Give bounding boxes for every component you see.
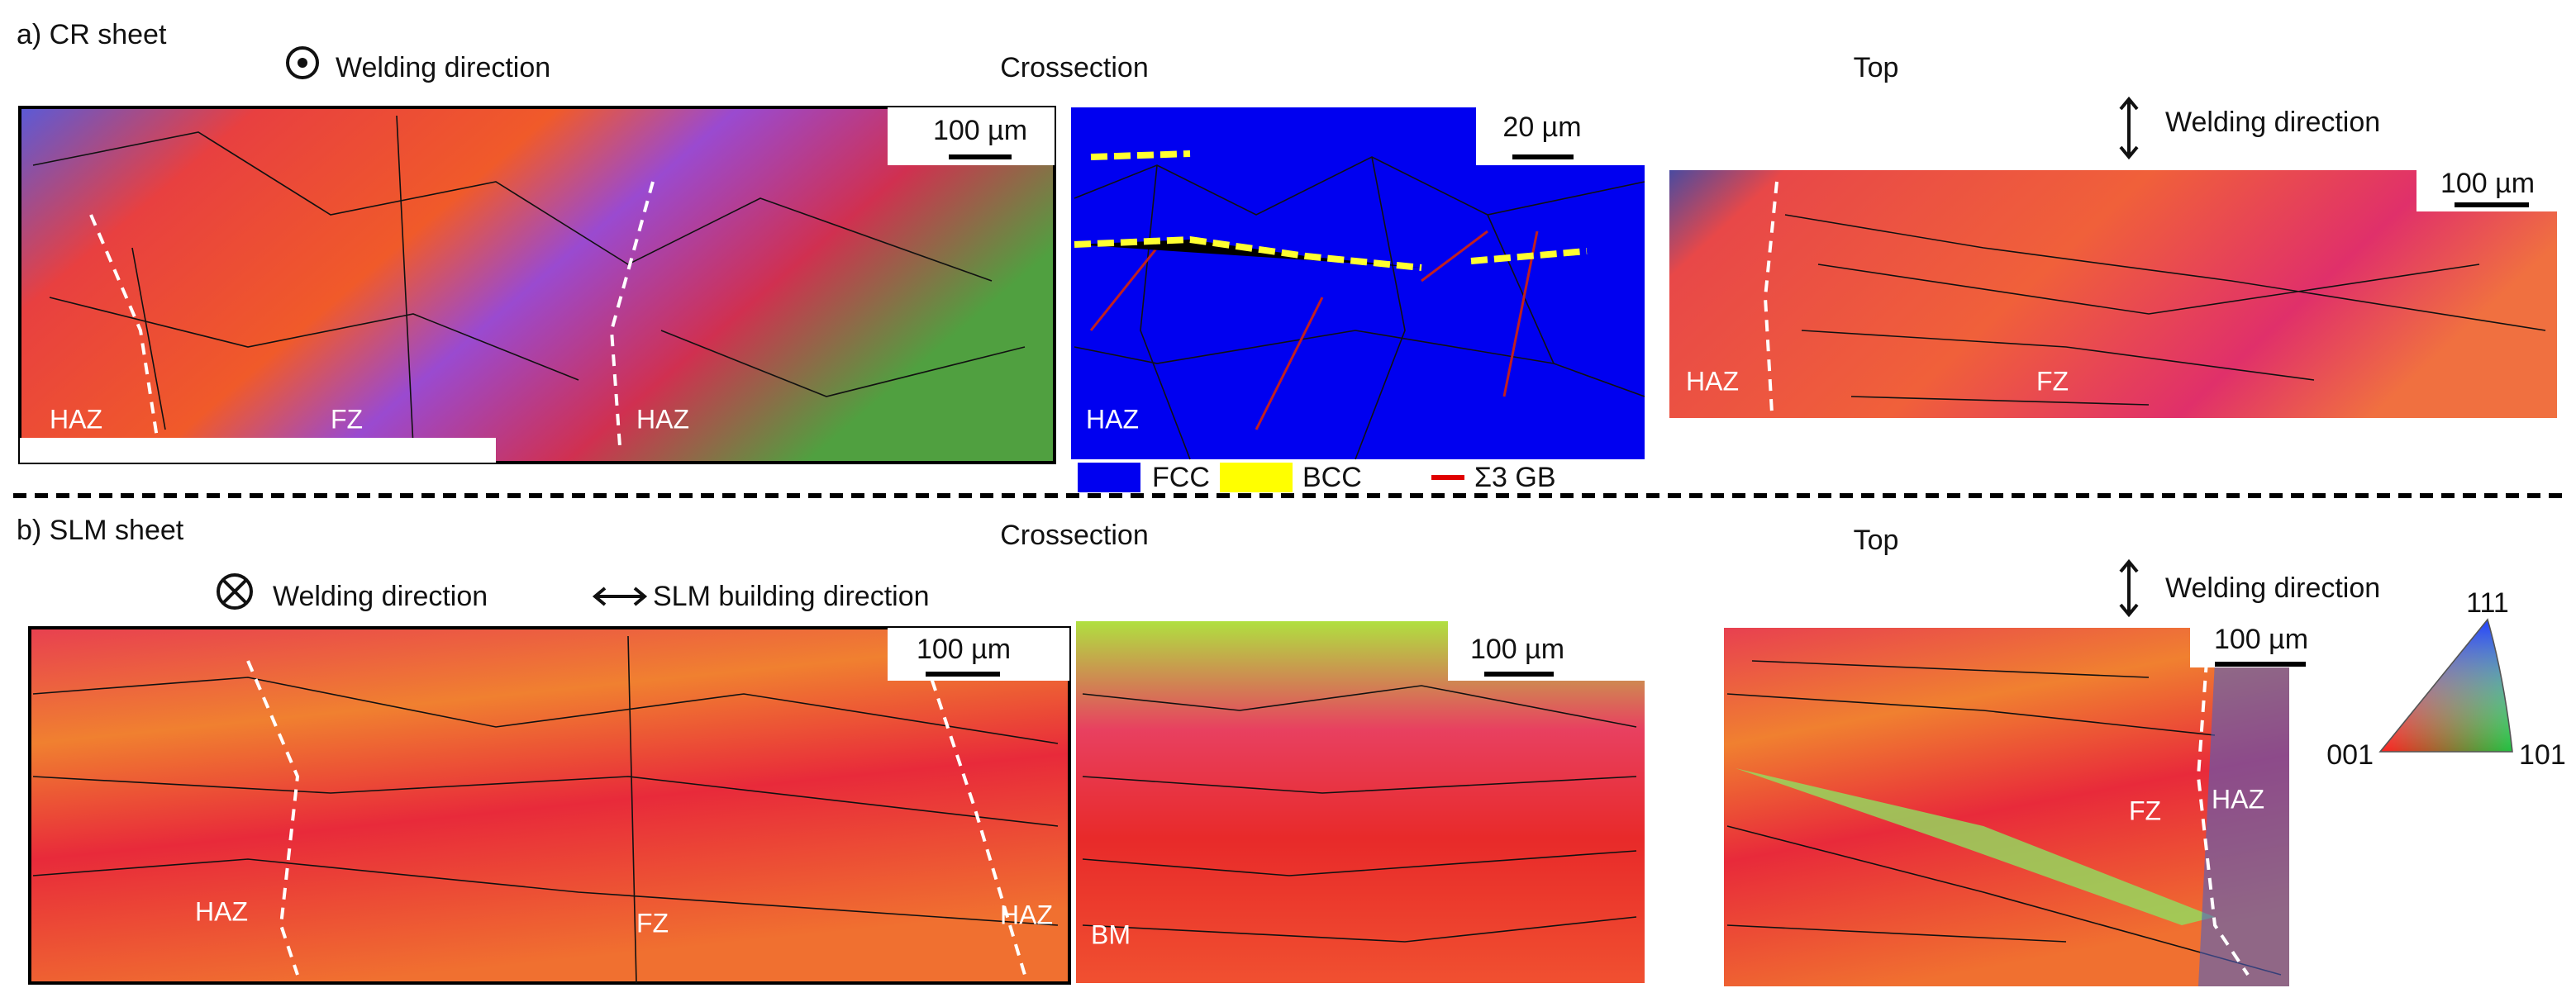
zone-label: BM: [1091, 919, 1131, 949]
zone-label: FZ: [636, 908, 669, 938]
ebsd-map: [1669, 170, 2557, 418]
phase-map: [1071, 107, 1645, 460]
ebsd-map: [18, 106, 1056, 464]
ebsd-map: [1724, 628, 2306, 986]
ipf-label: 111: [2466, 587, 2509, 619]
into-plane-icon: [217, 573, 253, 610]
ebsd-map: [1076, 621, 1645, 983]
ipf-label: 001: [2326, 739, 2374, 771]
zone-label: HAZ: [636, 404, 689, 434]
ebsd-map: [28, 626, 1071, 985]
scale-label: 100 µm: [1470, 634, 1564, 665]
legend-label: BCC: [1302, 462, 1362, 493]
ipf-triangle: [2378, 618, 2513, 753]
zone-label: HAZ: [1000, 900, 1053, 929]
legend-label: Σ3 GB: [1474, 462, 1556, 493]
zone-label: FZ: [2036, 366, 2069, 396]
zone-label: HAZ: [1686, 366, 1739, 396]
zone-label: FZ: [2129, 796, 2161, 825]
direction-arrow: [2119, 96, 2139, 160]
ipf-label: 101: [2519, 739, 2566, 771]
into-plane-cross: [221, 578, 248, 605]
direction-label: Welding direction: [2165, 572, 2380, 604]
out-of-plane-icon: [286, 46, 319, 79]
scale-label: 100 µm: [917, 634, 1011, 665]
section-title: Top: [1854, 525, 1899, 556]
zone-label: HAZ: [1086, 404, 1139, 434]
zone-label: HAZ: [2212, 784, 2264, 814]
section-title: Crossection: [1000, 52, 1149, 83]
zone-label: FZ: [331, 404, 363, 434]
scale-label: 100 µm: [2214, 624, 2308, 655]
direction-arrow: [2119, 558, 2139, 618]
panel-label: b) SLM sheet: [17, 515, 184, 546]
scale-label: 100 µm: [2440, 168, 2535, 199]
legend-swatch: [1078, 463, 1140, 492]
direction-label: Welding direction: [273, 581, 488, 612]
direction-arrow: [592, 587, 648, 606]
scale-label: 20 µm: [1502, 112, 1581, 143]
direction-label: SLM building direction: [653, 581, 930, 612]
scale-label: 100 µm: [933, 115, 1027, 146]
direction-label: Welding direction: [2165, 107, 2380, 138]
direction-label: Welding direction: [336, 52, 550, 83]
panel-label: a) CR sheet: [17, 19, 167, 50]
zone-label: HAZ: [50, 404, 102, 434]
legend-label: FCC: [1152, 462, 1210, 493]
zone-label: HAZ: [195, 896, 248, 926]
out-of-plane-dot: [298, 58, 307, 68]
legend-swatch: [1220, 463, 1293, 492]
section-title: Crossection: [1000, 520, 1149, 551]
section-title: Top: [1854, 52, 1899, 83]
